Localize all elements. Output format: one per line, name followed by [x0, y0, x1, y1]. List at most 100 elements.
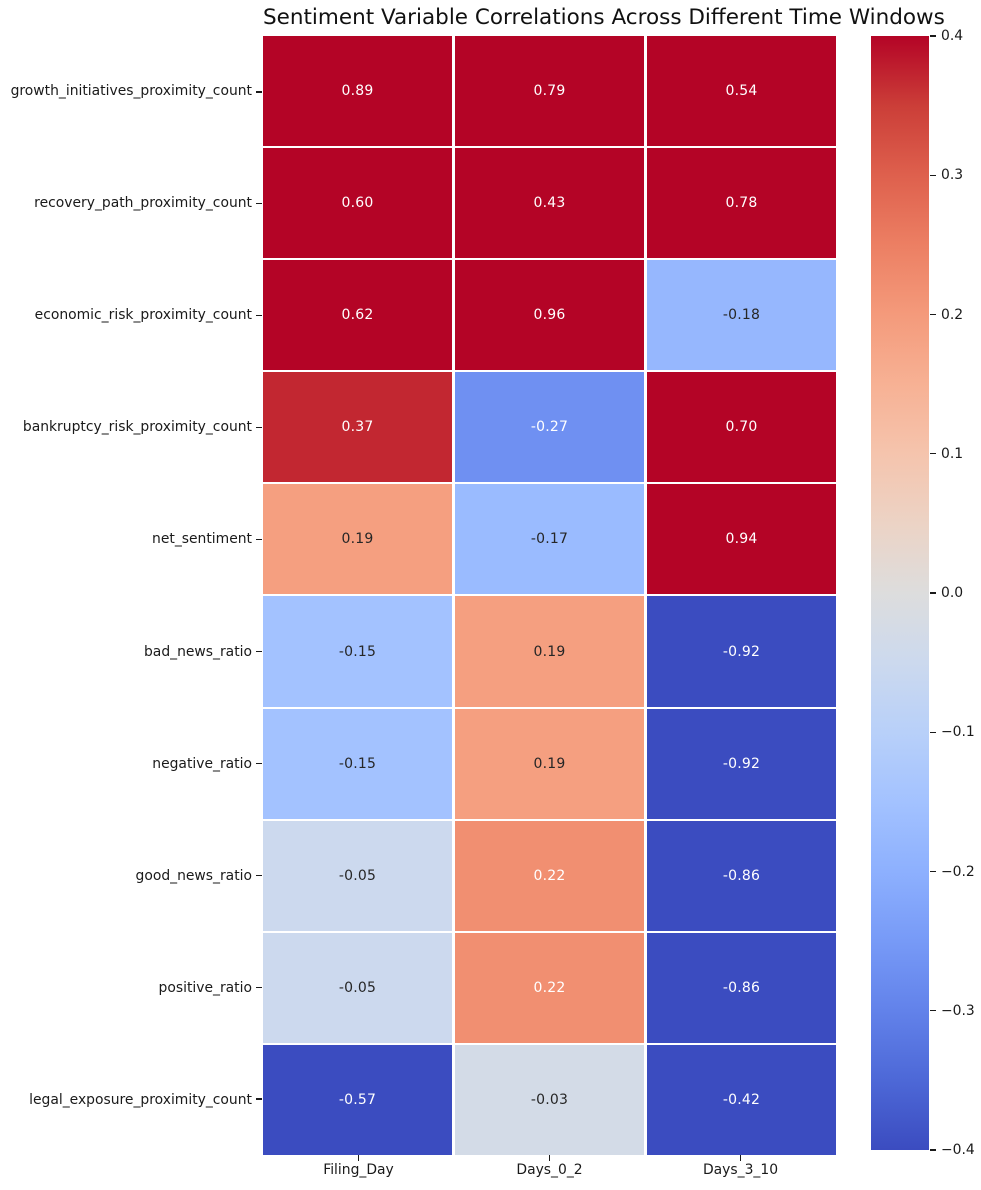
y-tick: [256, 986, 262, 988]
cell-value: -0.92: [722, 755, 761, 772]
cell-value: 0.37: [341, 419, 374, 436]
x-tick: [739, 1155, 742, 1161]
row-label: growth_initiatives_proximity_count: [10, 83, 252, 100]
colorbar-tick-label: −0.2: [941, 863, 975, 880]
cell-value: 0.78: [725, 195, 758, 212]
colorbar-tick-label: −0.4: [941, 1142, 975, 1158]
colorbar-tick: [930, 174, 936, 176]
row-label: net_sentiment: [152, 531, 252, 548]
heatmap-cell: 0.96: [455, 260, 644, 371]
heatmap-cell: 0.43: [455, 148, 644, 259]
cell-value: -0.17: [530, 531, 569, 548]
cell-value: 0.22: [533, 867, 566, 884]
y-tick: [256, 203, 262, 205]
colorbar-tick: [930, 1010, 936, 1012]
row-label: legal_exposure_proximity_count: [29, 1091, 252, 1108]
cell-value: 0.94: [725, 531, 758, 548]
cell-value: -0.05: [338, 867, 377, 884]
heatmap-cell: 0.19: [455, 708, 644, 819]
cell-value: -0.86: [722, 867, 761, 884]
heatmap-cell: -0.03: [455, 1044, 644, 1155]
heatmap-cell: 0.54: [647, 36, 836, 147]
row-label: positive_ratio: [158, 979, 252, 996]
column-label: Filing_Day: [323, 1162, 394, 1178]
heatmap-cell: -0.86: [647, 820, 836, 931]
row-label: bankruptcy_risk_proximity_count: [22, 419, 252, 436]
y-tick: [256, 427, 262, 429]
cell-value: 0.62: [341, 307, 374, 324]
row-label: negative_ratio: [152, 755, 252, 772]
column-label: Days_3_10: [702, 1162, 779, 1178]
heatmap-cell: 0.70: [647, 372, 836, 483]
heatmap-cell: 0.22: [455, 820, 644, 931]
heatmap-cell: 0.60: [263, 148, 452, 259]
cell-value: 0.89: [341, 83, 374, 100]
cell-value: -0.57: [338, 1091, 377, 1108]
colorbar: [871, 36, 929, 1150]
heatmap-cell: 0.22: [455, 932, 644, 1043]
row-label: good_news_ratio: [135, 867, 253, 884]
heatmap-cell: 0.78: [647, 148, 836, 259]
heatmap-cell: 0.79: [455, 36, 644, 147]
heatmap-cell: 0.19: [455, 596, 644, 707]
colorbar-tick-label: 0.4: [941, 28, 964, 44]
chart-title: Sentiment Variable Correlations Across D…: [263, 5, 945, 30]
colorbar-tick-label: 0.0: [941, 585, 964, 601]
x-tick: [548, 1155, 551, 1161]
cell-value: 0.19: [533, 755, 566, 772]
heatmap-cell: -0.05: [263, 932, 452, 1043]
heatmap-cell: 0.89: [263, 36, 452, 147]
colorbar-tick: [930, 592, 936, 594]
cell-value: -0.86: [722, 979, 761, 996]
cell-value: 0.96: [533, 307, 566, 324]
colorbar-tick: [930, 453, 936, 455]
colorbar-tick: [930, 1149, 936, 1151]
heatmap-cell: -0.86: [647, 932, 836, 1043]
heatmap-cell: -0.57: [263, 1044, 452, 1155]
heatmap-cell: -0.92: [647, 596, 836, 707]
cell-value: -0.03: [530, 1091, 569, 1108]
row-label: bad_news_ratio: [143, 643, 252, 660]
cell-value: 0.79: [533, 83, 566, 100]
colorbar-tick: [930, 35, 936, 37]
colorbar-tick: [930, 313, 936, 316]
cell-value: -0.27: [530, 419, 569, 436]
cell-value: 0.19: [341, 531, 374, 548]
colorbar-tick-label: 0.1: [941, 445, 964, 462]
row-label: recovery_path_proximity_count: [34, 195, 252, 212]
cell-value: -0.18: [722, 307, 761, 324]
heatmap-cell: -0.17: [455, 484, 644, 595]
heatmap-cell: 0.37: [263, 372, 452, 483]
heatmap-cell: 0.94: [647, 484, 836, 595]
heatmap-cell: -0.15: [263, 596, 452, 707]
cell-value: -0.15: [338, 643, 377, 660]
y-tick: [256, 1098, 262, 1100]
cell-value: -0.92: [722, 643, 761, 660]
y-tick: [256, 538, 262, 541]
heatmap-cell: -0.15: [263, 708, 452, 819]
heatmap-cell: -0.42: [647, 1044, 836, 1155]
cell-value: 0.70: [725, 419, 758, 436]
heatmap-cell: 0.19: [263, 484, 452, 595]
row-label: economic_risk_proximity_count: [34, 307, 252, 324]
y-tick: [256, 874, 262, 876]
cell-value: 0.54: [725, 83, 758, 100]
colorbar-tick-label: 0.3: [941, 167, 964, 184]
heatmap-cell: -0.05: [263, 820, 452, 931]
cell-value: 0.43: [533, 195, 566, 212]
heatmap-cell: 0.62: [263, 260, 452, 371]
y-tick: [256, 650, 262, 653]
y-tick: [256, 315, 262, 317]
y-tick: [256, 91, 262, 93]
colorbar-tick: [930, 731, 936, 733]
cell-value: 0.60: [341, 195, 374, 212]
heatmap-cell: -0.92: [647, 708, 836, 819]
colorbar-tick-label: 0.2: [941, 306, 964, 323]
colorbar-tick-label: −0.3: [941, 1002, 975, 1019]
cell-value: -0.05: [338, 979, 377, 996]
heatmap-cell: -0.18: [647, 260, 836, 371]
column-label: Days_0_2: [516, 1162, 583, 1178]
cell-value: 0.22: [533, 979, 566, 996]
